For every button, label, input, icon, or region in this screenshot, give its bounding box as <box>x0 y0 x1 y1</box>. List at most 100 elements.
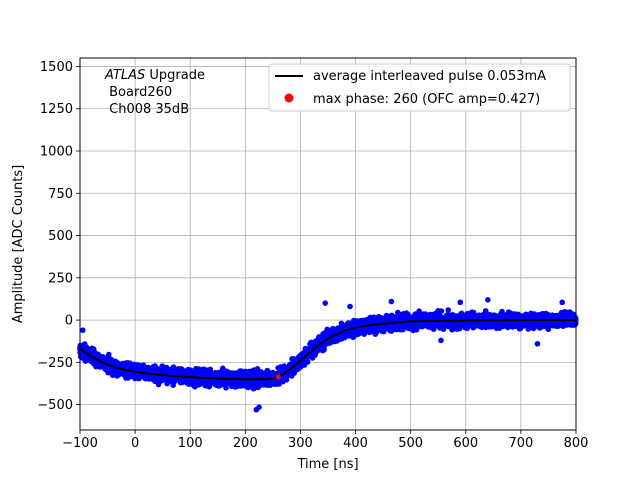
scatter-point <box>330 325 336 332</box>
scatter-point <box>451 326 457 332</box>
scatter-point <box>364 328 370 335</box>
scatter-point <box>159 364 165 370</box>
scatter-point <box>195 368 202 375</box>
scatter-point <box>345 320 351 327</box>
scatter-point <box>164 367 170 373</box>
scatter-point <box>480 320 487 327</box>
scatter-point <box>415 315 422 322</box>
x-axis-label: Time [ns] <box>296 457 358 472</box>
scatter-point <box>380 318 387 324</box>
scatter-point <box>301 362 308 368</box>
scatter-point <box>364 319 371 325</box>
series-lines <box>79 319 576 381</box>
scatter-point <box>400 311 407 317</box>
max-phase-point <box>275 374 281 380</box>
scatter-point <box>443 312 450 319</box>
scatter-point <box>269 380 276 386</box>
scatter-point <box>350 328 356 335</box>
scatter-point <box>106 356 112 362</box>
scatter-outlier <box>388 298 395 305</box>
scatter-point <box>405 311 411 318</box>
axis-ticks: −100 0 100 200 300 400 500 600 700 800 −500 −250 0 25… <box>37 60 588 451</box>
scatter-outlier <box>347 303 353 310</box>
x-tick-label: 500 <box>398 436 423 451</box>
y-tick-label: −500 <box>37 398 73 413</box>
scatter-point <box>232 370 239 377</box>
scatter-point <box>430 322 437 328</box>
scatter-point <box>259 382 265 388</box>
average-pulse-line <box>79 319 576 381</box>
y-tick-label: 1000 <box>40 145 73 160</box>
scatter-point <box>251 385 258 392</box>
scatter-point <box>504 323 511 330</box>
x-tick-label: 600 <box>453 436 478 451</box>
scatter-point <box>316 334 322 340</box>
x-tick-label: 400 <box>343 436 368 451</box>
scatter-point <box>384 324 391 331</box>
scatter-point <box>308 339 314 346</box>
scatter-point <box>207 366 214 373</box>
y-tick-label: 750 <box>48 187 73 202</box>
scatter-point <box>185 370 191 377</box>
scatter-point <box>445 307 452 313</box>
scatter-point <box>511 311 517 318</box>
scatter-point <box>249 369 256 376</box>
scatter-outlier <box>559 299 566 306</box>
scatter-point <box>187 377 194 383</box>
y-tick-label: 1500 <box>40 60 73 75</box>
scatter-point <box>467 310 473 317</box>
scatter-point <box>516 312 522 319</box>
scatter-outlier <box>534 340 541 347</box>
x-tick-label: 0 <box>131 436 139 451</box>
scatter-point <box>439 315 445 321</box>
scatter-point <box>215 379 221 385</box>
scatter-point <box>222 370 228 377</box>
scatter-outlier <box>322 300 329 306</box>
scatter-point <box>530 313 536 319</box>
scatter-point <box>114 373 120 379</box>
scatter-point <box>89 345 95 352</box>
annotation-line-2: Board260 <box>105 85 172 100</box>
scatter-point <box>350 321 357 328</box>
scatter-point <box>516 326 523 332</box>
x-tick-label: 300 <box>288 436 313 451</box>
scatter-point <box>553 320 559 327</box>
scatter-point <box>195 378 201 385</box>
scatter-point <box>419 322 426 328</box>
scatter-point <box>335 325 341 331</box>
annotation-upgrade: Upgrade <box>145 68 205 83</box>
scatter-point <box>357 330 363 336</box>
scatter-point <box>173 376 179 382</box>
y-axis-label: Amplitude [ADC Counts] <box>11 165 26 323</box>
scatter-point <box>155 378 161 385</box>
scatter-outlier <box>256 404 262 410</box>
legend-label-max-phase: max phase: 260 (OFC amp=0.427) <box>313 92 540 107</box>
scatter-point <box>312 352 318 358</box>
scatter-point <box>449 312 456 319</box>
x-tick-label: 800 <box>564 436 589 451</box>
scatter-outlier <box>79 327 86 334</box>
legend-marker-swatch <box>284 93 294 103</box>
scatter-point <box>172 370 178 376</box>
scatter-point <box>345 333 352 339</box>
scatter-outlier <box>485 297 491 303</box>
x-tick-label: 700 <box>508 436 533 451</box>
scatter-point <box>400 326 406 333</box>
scatter-point <box>439 324 446 330</box>
scatter-point <box>395 309 401 316</box>
legend-label-average-pulse: average interleaved pulse 0.053mA <box>313 69 546 84</box>
annotation-line-3: Ch008 35dB <box>105 102 189 117</box>
scatter-point <box>219 380 226 387</box>
scatter-point <box>109 372 116 379</box>
y-tick-label: 250 <box>48 271 73 286</box>
scatter-point <box>390 323 396 330</box>
scatter-outlier <box>438 337 444 344</box>
scatter-point <box>461 323 467 330</box>
scatter-point <box>281 363 288 369</box>
x-tick-label: −100 <box>62 436 98 451</box>
y-tick-label: 500 <box>48 229 73 244</box>
scatter-point <box>478 313 485 319</box>
x-tick-label: 100 <box>178 436 203 451</box>
y-tick-label: 1250 <box>40 102 73 117</box>
